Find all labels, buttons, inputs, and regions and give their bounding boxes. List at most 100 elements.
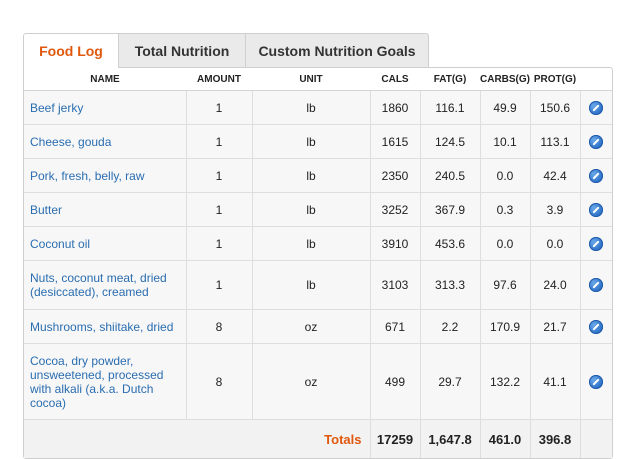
unit-cell: lb [251,124,371,159]
cals-cell: 2350 [369,158,421,193]
unit-cell: oz [251,309,371,344]
table-row: Cheese, gouda 1 lb 1615 124.5 10.1 113.1 [24,124,612,159]
fat-cell: 453.6 [419,226,481,261]
totals-carbs: 461.0 [479,419,531,458]
prot-cell: 113.1 [529,124,581,159]
food-name-link[interactable]: Mushrooms, shiitake, dried [24,309,187,344]
carbs-cell: 49.9 [479,90,531,125]
amount-cell: 1 [185,260,253,310]
table-row: Cocoa, dry powder, unsweetened, processe… [24,343,612,420]
tab-total-nutrition[interactable]: Total Nutrition [119,33,246,67]
prot-cell: 3.9 [529,192,581,227]
column-header-name[interactable]: NAME [24,68,186,91]
food-log-widget: Food Log Total Nutrition Custom Nutritio… [23,33,613,459]
edit-cell [579,124,612,159]
edit-cell [579,309,612,344]
column-header-carbs[interactable]: CARBS(G) [480,68,530,91]
edit-cell [579,343,612,420]
carbs-cell: 0.0 [479,158,531,193]
food-name-link[interactable]: Beef jerky [24,90,187,125]
cals-cell: 1860 [369,90,421,125]
unit-cell: lb [251,158,371,193]
column-header-fat[interactable]: FAT(G) [420,68,480,91]
unit-cell: lb [251,90,371,125]
cals-cell: 3252 [369,192,421,227]
pencil-edit-icon[interactable] [589,236,604,251]
fat-cell: 367.9 [419,192,481,227]
pencil-edit-icon[interactable] [589,374,604,389]
pencil-edit-icon[interactable] [589,100,604,115]
amount-cell: 1 [185,158,253,193]
cals-cell: 3103 [369,260,421,310]
food-log-table: NAME AMOUNT UNIT CALS FAT(G) CARBS(G) PR… [24,68,612,458]
prot-cell: 21.7 [529,309,581,344]
table-row: Beef jerky 1 lb 1860 116.1 49.9 150.6 [24,90,612,125]
carbs-cell: 170.9 [479,309,531,344]
table-row: Pork, fresh, belly, raw 1 lb 2350 240.5 … [24,158,612,193]
edit-cell [579,192,612,227]
unit-cell: oz [251,343,371,420]
amount-cell: 1 [185,226,253,261]
prot-cell: 150.6 [529,90,581,125]
column-header-unit[interactable]: UNIT [252,68,370,91]
column-header-prot[interactable]: PROT(G) [530,68,580,91]
column-header-cals[interactable]: CALS [370,68,420,91]
edit-cell [579,260,612,310]
fat-cell: 116.1 [419,90,481,125]
amount-cell: 1 [185,192,253,227]
fat-cell: 240.5 [419,158,481,193]
food-name-link[interactable]: Coconut oil [24,226,187,261]
carbs-cell: 132.2 [479,343,531,420]
edit-cell [579,90,612,125]
carbs-cell: 10.1 [479,124,531,159]
tab-custom-nutrition-goals[interactable]: Custom Nutrition Goals [246,33,429,67]
food-name-link[interactable]: Cocoa, dry powder, unsweetened, processe… [24,343,187,420]
edit-cell [579,226,612,261]
column-header-actions [580,68,612,91]
fat-cell: 124.5 [419,124,481,159]
totals-prot: 396.8 [529,419,581,458]
table-row: Coconut oil 1 lb 3910 453.6 0.0 0.0 [24,226,612,261]
carbs-cell: 97.6 [479,260,531,310]
prot-cell: 42.4 [529,158,581,193]
tab-bar: Food Log Total Nutrition Custom Nutritio… [23,33,613,68]
cals-cell: 671 [369,309,421,344]
table-row: Nuts, coconut meat, dried (desiccated), … [24,260,612,310]
unit-cell: lb [251,226,371,261]
fat-cell: 2.2 [419,309,481,344]
totals-empty-cell [579,419,612,458]
fat-cell: 313.3 [419,260,481,310]
unit-cell: lb [251,192,371,227]
prot-cell: 24.0 [529,260,581,310]
food-name-link[interactable]: Cheese, gouda [24,124,187,159]
pencil-edit-icon[interactable] [589,319,604,334]
prot-cell: 0.0 [529,226,581,261]
pencil-edit-icon[interactable] [589,278,604,293]
prot-cell: 41.1 [529,343,581,420]
table-row: Butter 1 lb 3252 367.9 0.3 3.9 [24,192,612,227]
totals-row: Totals 17259 1,647.8 461.0 396.8 [24,419,612,458]
header-row: NAME AMOUNT UNIT CALS FAT(G) CARBS(G) PR… [24,68,612,91]
carbs-cell: 0.0 [479,226,531,261]
food-name-link[interactable]: Butter [24,192,187,227]
amount-cell: 8 [185,343,253,420]
pencil-edit-icon[interactable] [589,202,604,217]
edit-cell [579,158,612,193]
food-log-panel: NAME AMOUNT UNIT CALS FAT(G) CARBS(G) PR… [23,67,613,459]
table-row: Mushrooms, shiitake, dried 8 oz 671 2.2 … [24,309,612,344]
cals-cell: 499 [369,343,421,420]
column-header-amount[interactable]: AMOUNT [186,68,252,91]
unit-cell: lb [251,260,371,310]
tab-food-log[interactable]: Food Log [23,33,119,68]
pencil-edit-icon[interactable] [589,168,604,183]
food-name-link[interactable]: Nuts, coconut meat, dried (desiccated), … [24,260,187,310]
carbs-cell: 0.3 [479,192,531,227]
totals-cals: 17259 [369,419,421,458]
cals-cell: 3910 [369,226,421,261]
food-name-link[interactable]: Pork, fresh, belly, raw [24,158,187,193]
totals-fat: 1,647.8 [419,419,481,458]
totals-label: Totals [24,419,371,458]
fat-cell: 29.7 [419,343,481,420]
pencil-edit-icon[interactable] [589,134,604,149]
amount-cell: 8 [185,309,253,344]
